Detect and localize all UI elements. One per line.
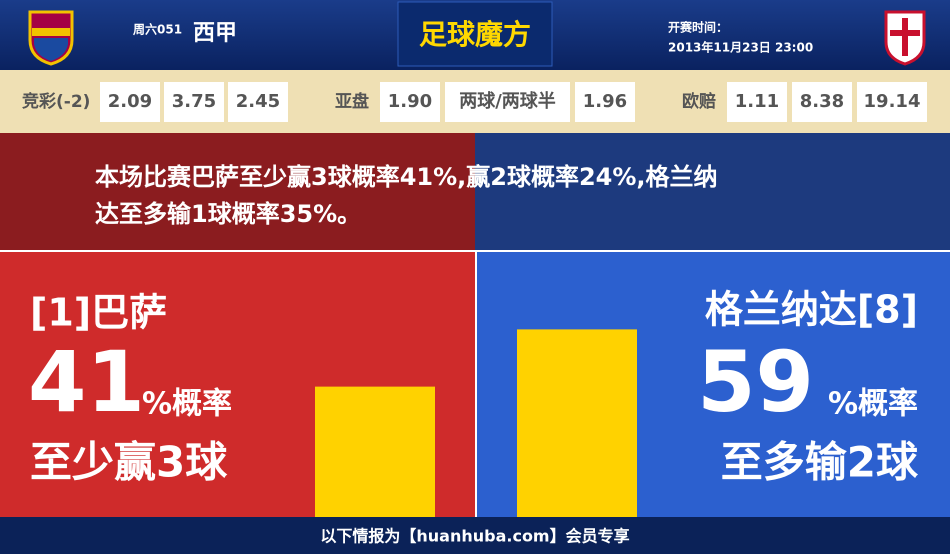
odds-label: 竞彩(-2) <box>22 91 90 112</box>
summary-line: 本场比赛巴萨至少赢3球概率41%,赢2球概率24%,格兰纳 <box>95 163 718 191</box>
home-outcome: 至少赢3球 <box>30 438 228 487</box>
odds-value: 8.38 <box>800 91 844 112</box>
odds-value: 1.90 <box>388 91 432 112</box>
away-name: 格兰纳达[8] <box>705 288 918 332</box>
league: 西甲 <box>193 21 237 46</box>
odds-box <box>727 82 787 122</box>
odds-value: 1.11 <box>735 91 779 112</box>
odds-label: 亚盘 <box>335 91 369 112</box>
away-outcome: 至多输2球 <box>721 438 919 487</box>
odds-value: 1.96 <box>583 91 627 112</box>
footer-bar <box>0 517 950 554</box>
odds-box <box>792 82 852 122</box>
footer-text[interactable]: 以下情报为【huanhuba.com】会员专享 <box>320 527 629 546</box>
probability-bar <box>315 386 435 517</box>
odds-box <box>575 82 635 122</box>
summary-left <box>0 133 475 250</box>
home-probability: 41 <box>28 333 145 431</box>
probability-bar <box>517 329 637 517</box>
home-name: [1]巴萨 <box>30 291 167 335</box>
weekday-code: 周六051 <box>133 22 182 37</box>
summary-right <box>475 133 950 250</box>
kickoff-label: 开赛时间： <box>668 20 728 35</box>
odds-box <box>100 82 160 122</box>
odds-value: 2.09 <box>108 91 152 112</box>
odds-box <box>445 82 570 122</box>
summary-line: 达至多输1球概率35%。 <box>95 200 361 228</box>
home-logo <box>28 10 74 66</box>
odds-box <box>228 82 288 122</box>
odds-value: 两球/两球半 <box>459 90 556 112</box>
home-unit: %概率 <box>142 387 232 422</box>
kickoff-time: 2013年11月23日 23:00 <box>668 40 813 55</box>
odds-box <box>857 82 927 122</box>
odds-label: 欧赔 <box>682 91 716 112</box>
brand-box <box>397 1 553 67</box>
odds-box <box>164 82 224 122</box>
brand: 足球魔方 <box>419 18 531 51</box>
odds-box <box>380 82 440 122</box>
odds-value: 3.75 <box>172 91 216 112</box>
away-unit: %概率 <box>828 387 918 422</box>
odds-value: 2.45 <box>236 91 280 112</box>
away-logo <box>884 10 926 66</box>
odds-value: 19.14 <box>864 91 921 112</box>
away-probability: 59 <box>697 333 814 431</box>
